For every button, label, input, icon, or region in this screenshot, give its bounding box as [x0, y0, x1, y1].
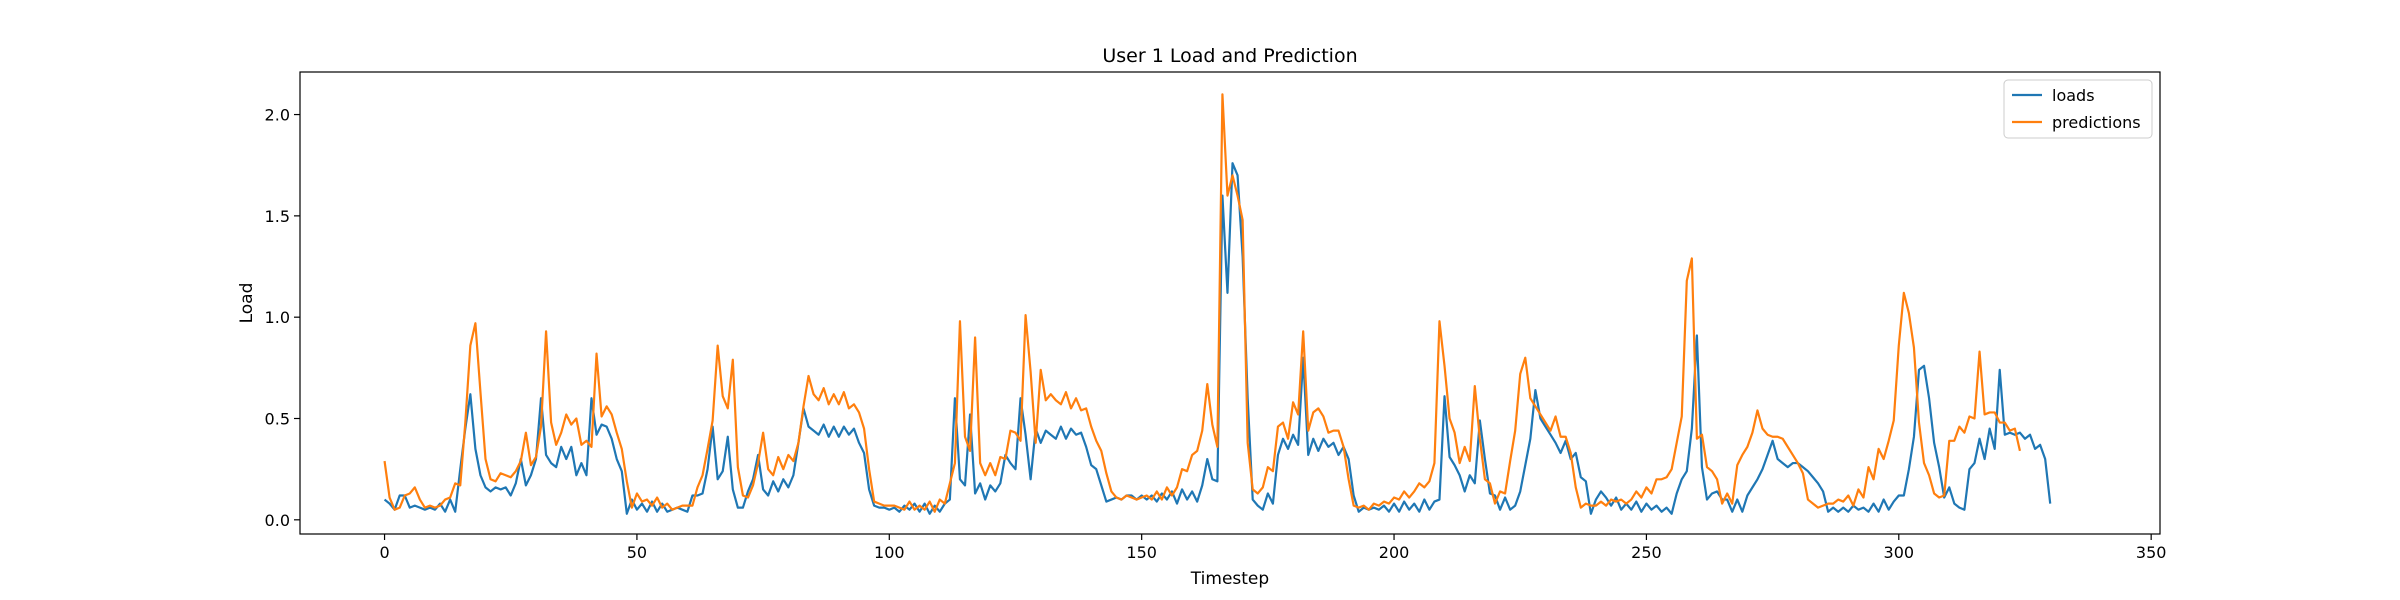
legend-label-predictions: predictions [2052, 113, 2141, 132]
x-tick-label: 350 [2136, 543, 2167, 562]
legend-label-loads: loads [2052, 86, 2095, 105]
chart-title: User 1 Load and Prediction [1102, 45, 1357, 67]
y-tick-label: 1.0 [265, 308, 290, 327]
x-tick-label: 50 [627, 543, 647, 562]
y-tick-label: 1.5 [265, 207, 290, 226]
x-axis: 0 50 100 150 200 250 300 350 [379, 534, 2166, 562]
x-tick-label: 0 [379, 543, 389, 562]
x-tick-label: 100 [874, 543, 905, 562]
y-axis: 0.0 0.5 1.0 1.5 2.0 [265, 106, 300, 530]
series-line-loads [383, 162, 2052, 515]
series-line-predictions [383, 93, 2022, 513]
y-axis-label: Load [237, 283, 257, 324]
x-tick-label: 250 [1631, 543, 1662, 562]
y-tick-label: 2.0 [265, 106, 290, 125]
legend: loads predictions [2003, 79, 2153, 139]
x-tick-label: 300 [1884, 543, 1915, 562]
plot-frame [299, 71, 2161, 535]
x-tick-label: 200 [1379, 543, 1410, 562]
plot-area [383, 93, 2052, 515]
y-tick-label: 0.0 [265, 511, 290, 530]
x-axis-label: Timestep [1190, 569, 1269, 589]
x-tick-label: 150 [1126, 543, 1157, 562]
series-layer [383, 93, 2052, 515]
y-tick-label: 0.5 [265, 410, 290, 429]
